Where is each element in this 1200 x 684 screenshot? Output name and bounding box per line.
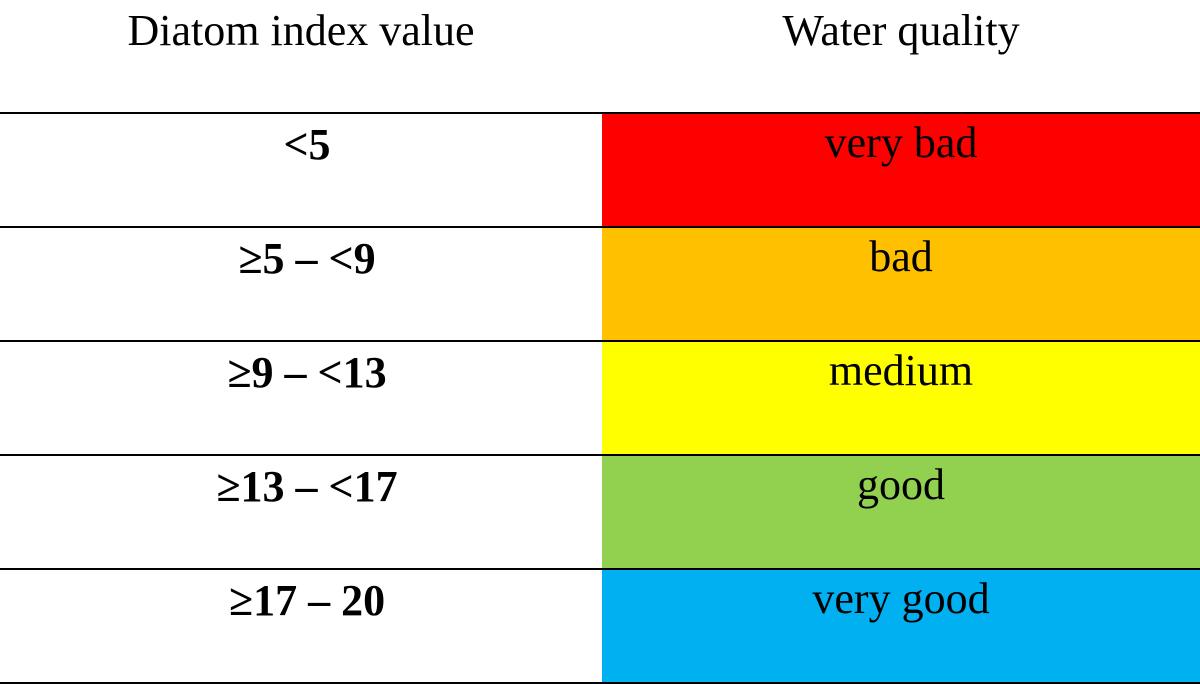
index-range-cell: ≥9 – <13 [227, 348, 387, 397]
quality-cell-medium: medium [602, 342, 1200, 454]
header-water-quality: Water quality [782, 6, 1020, 55]
table-row: ≥13 – <17 good [0, 454, 1200, 568]
index-range-cell: ≥5 – <9 [238, 234, 376, 283]
index-range-cell: ≥17 – 20 [228, 576, 386, 625]
quality-cell-bad: bad [602, 228, 1200, 340]
table-row: <5 very bad [0, 112, 1200, 226]
quality-cell-very-good: very good [602, 570, 1200, 682]
index-range-cell: ≥13 – <17 [216, 462, 398, 511]
quality-cell-very-bad: very bad [602, 114, 1200, 226]
table-row: ≥5 – <9 bad [0, 226, 1200, 340]
table-row: ≥17 – 20 very good [0, 568, 1200, 684]
table-row: ≥9 – <13 medium [0, 340, 1200, 454]
header-diatom-index: Diatom index value [127, 6, 475, 55]
table-header: Diatom index value Water quality [0, 0, 1200, 112]
index-range-cell: <5 [283, 120, 331, 169]
quality-cell-good: good [602, 456, 1200, 568]
table-body: <5 very bad ≥5 – <9 bad ≥9 – <13 medium … [0, 112, 1200, 684]
